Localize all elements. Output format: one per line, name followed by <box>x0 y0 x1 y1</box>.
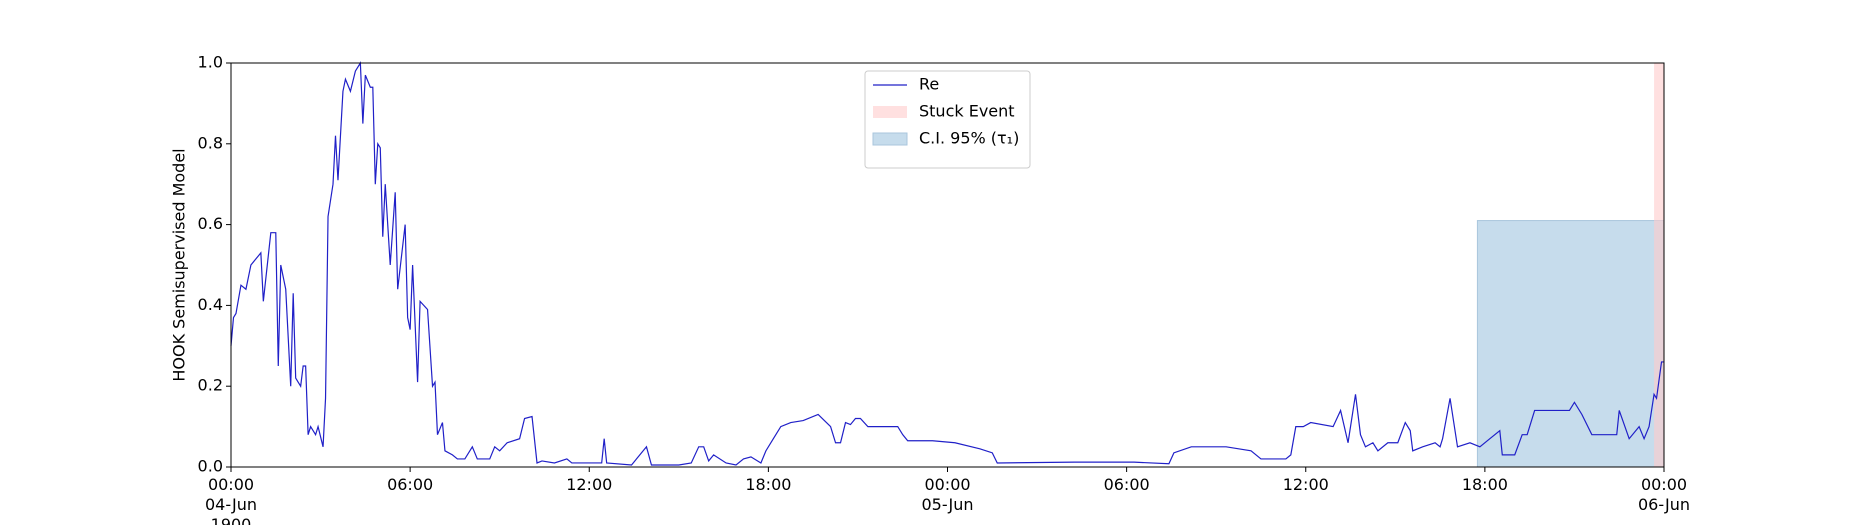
y-tick-label: 1.0 <box>198 53 223 72</box>
y-tick-label: 0.6 <box>198 214 223 233</box>
x-tick-label: 12:00 <box>1282 475 1329 494</box>
x-tick-label: 00:00 06-Jun <box>1637 475 1691 514</box>
y-tick-label: 0.8 <box>198 133 223 152</box>
x-tick-label: 06:00 <box>1103 475 1150 494</box>
legend-label: C.I. 95% (τ₁) <box>919 129 1019 148</box>
legend-swatch <box>872 132 908 146</box>
y-tick-label: 0.2 <box>198 376 223 395</box>
legend: Re Stuck Event C.I. 95% (τ₁) <box>864 70 1031 169</box>
x-tick-label: 18:00 <box>745 475 792 494</box>
event-span <box>1654 63 1664 467</box>
confidence-band <box>1476 220 1665 468</box>
legend-swatch <box>873 106 907 118</box>
x-tick-label: 12:00 <box>566 475 613 494</box>
legend-label: Re <box>919 75 939 94</box>
x-tick-label: 00:00 05-Jun <box>921 475 974 514</box>
x-tick-label: 00:00 04-Jun 1900 <box>204 475 258 525</box>
y-axis-label: HOOK Semisupervised Model <box>170 148 189 381</box>
legend-label: Stuck Event <box>919 102 1015 121</box>
y-tick-label: 0.0 <box>198 457 223 476</box>
x-tick-label: 06:00 <box>387 475 434 494</box>
data-line <box>230 61 1664 466</box>
y-tick-label: 0.4 <box>198 295 223 314</box>
x-tick-label: 18:00 <box>1461 475 1508 494</box>
